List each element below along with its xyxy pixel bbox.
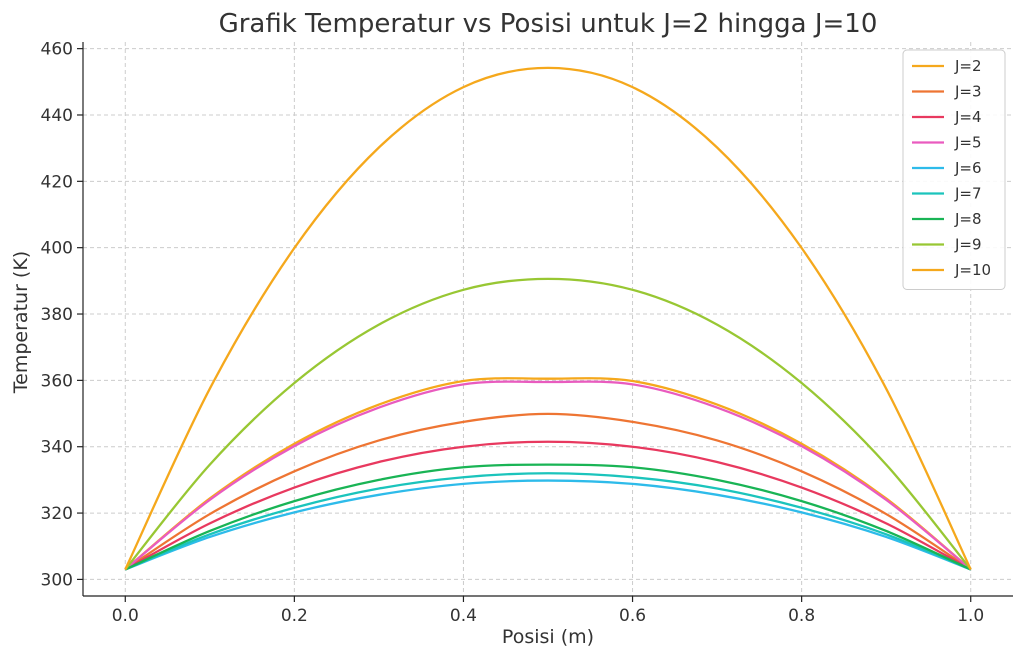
x-tick-label: 0.4 (450, 606, 477, 626)
grid (83, 42, 1013, 596)
legend-label: J=4 (954, 108, 982, 126)
series-line-j4 (124, 440, 972, 571)
y-axis-label: Temperatur (K) (10, 251, 32, 394)
legend-label: J=8 (954, 210, 982, 228)
y-tick-label: 360 (41, 371, 73, 391)
series-line-j9 (124, 277, 972, 571)
x-axis-label: Posisi (m) (502, 626, 594, 648)
legend-label: J=6 (954, 159, 982, 177)
legend-label: J=3 (954, 83, 982, 101)
y-tick-label: 440 (41, 106, 73, 126)
series-line-j8 (124, 463, 972, 571)
chart-title: Grafik Temperatur vs Posisi untuk J=2 hi… (219, 9, 878, 39)
series-line-j7 (124, 472, 972, 571)
legend-box (902, 49, 1006, 290)
axes: 0.0 0.2 0.4 0.6 0.8 1.0 300 320 340 360 380 400 420 4… (41, 40, 1013, 626)
legend-label: J=5 (954, 134, 982, 152)
series-line-j2 (124, 377, 972, 571)
legend-label: J=10 (954, 261, 991, 279)
x-tick-label: 0.0 (112, 606, 139, 626)
y-tick-label: 460 (41, 40, 73, 60)
series-line-j6 (124, 479, 972, 571)
series-lines (124, 66, 972, 571)
series-line-j3 (124, 412, 972, 571)
y-tick-label: 380 (41, 305, 73, 325)
x-tick-label: 0.8 (788, 606, 815, 626)
legend-label: J=2 (954, 57, 982, 75)
y-tick-label: 320 (41, 504, 73, 524)
series-line-j5 (124, 380, 972, 571)
x-tick-label: 1.0 (957, 606, 984, 626)
series-line-j10 (124, 66, 972, 570)
y-tick-label: 420 (41, 172, 73, 192)
y-tick-label: 340 (41, 438, 73, 458)
y-tick-label: 300 (41, 570, 73, 590)
x-tick-label: 0.6 (619, 606, 646, 626)
y-tick-label: 400 (41, 239, 73, 259)
x-tick-label: 0.2 (281, 606, 308, 626)
legend-label: J=9 (954, 236, 982, 254)
legend: J=2 J=3 J=4 J=5 J=6 J=7 J=8 J=9 J=10 (902, 49, 1006, 290)
legend-label: J=7 (954, 185, 982, 203)
